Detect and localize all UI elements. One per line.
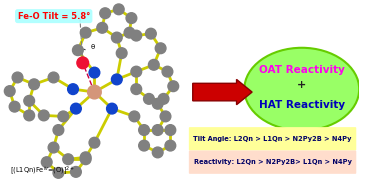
Circle shape xyxy=(53,125,64,135)
FancyBboxPatch shape xyxy=(189,150,356,174)
Circle shape xyxy=(38,110,49,121)
Circle shape xyxy=(160,111,171,122)
Circle shape xyxy=(131,66,142,77)
Circle shape xyxy=(113,4,124,15)
Circle shape xyxy=(155,43,166,54)
Circle shape xyxy=(80,152,91,163)
Circle shape xyxy=(68,84,78,94)
Circle shape xyxy=(162,66,173,77)
Circle shape xyxy=(63,154,73,165)
Circle shape xyxy=(48,72,59,83)
Ellipse shape xyxy=(244,48,359,131)
Text: [(L1Qn)Fe$^{iv}$=(O)]$^{2+}$: [(L1Qn)Fe$^{iv}$=(O)]$^{2+}$ xyxy=(10,164,75,177)
Circle shape xyxy=(107,103,117,114)
Text: HAT Reactivity: HAT Reactivity xyxy=(259,100,345,110)
Circle shape xyxy=(70,167,81,177)
Circle shape xyxy=(12,72,23,83)
Circle shape xyxy=(131,84,142,94)
FancyBboxPatch shape xyxy=(189,127,356,150)
Circle shape xyxy=(139,140,149,151)
Circle shape xyxy=(158,94,169,104)
Circle shape xyxy=(58,111,69,122)
Circle shape xyxy=(87,85,101,99)
Circle shape xyxy=(70,103,81,114)
Circle shape xyxy=(24,110,35,121)
Circle shape xyxy=(165,140,176,151)
Circle shape xyxy=(168,81,179,92)
Text: Fe-O Tilt = 5.8°: Fe-O Tilt = 5.8° xyxy=(17,12,90,21)
Circle shape xyxy=(152,98,163,109)
Text: OAT Reactivity: OAT Reactivity xyxy=(259,65,345,75)
Circle shape xyxy=(139,125,149,135)
Circle shape xyxy=(97,22,108,33)
Circle shape xyxy=(48,142,59,153)
Circle shape xyxy=(77,57,89,69)
Text: +: + xyxy=(297,80,306,90)
Text: θ: θ xyxy=(90,44,95,50)
FancyArrow shape xyxy=(193,79,252,105)
Circle shape xyxy=(41,157,52,167)
Circle shape xyxy=(80,154,91,165)
Circle shape xyxy=(9,101,20,112)
Circle shape xyxy=(80,27,91,38)
Circle shape xyxy=(165,125,176,135)
Circle shape xyxy=(145,28,156,39)
Circle shape xyxy=(111,74,122,85)
Circle shape xyxy=(53,167,64,178)
Circle shape xyxy=(124,27,135,38)
Circle shape xyxy=(126,13,137,23)
Circle shape xyxy=(152,125,163,135)
Circle shape xyxy=(73,45,83,56)
Circle shape xyxy=(129,111,140,122)
Circle shape xyxy=(148,60,159,70)
Text: Tilt Angle: L2Qn > L1Qn > N2Py2B > N4Py: Tilt Angle: L2Qn > L1Qn > N2Py2B > N4Py xyxy=(193,136,352,142)
Circle shape xyxy=(4,86,15,96)
Circle shape xyxy=(111,32,122,43)
Circle shape xyxy=(24,95,35,106)
Circle shape xyxy=(152,147,163,158)
Circle shape xyxy=(89,67,100,78)
Circle shape xyxy=(89,137,100,148)
Circle shape xyxy=(131,30,142,41)
Text: Reactivity: L2Qn > N2Py2B> L1Qn > N4Py: Reactivity: L2Qn > N2Py2B> L1Qn > N4Py xyxy=(194,159,352,165)
Circle shape xyxy=(116,48,127,58)
Circle shape xyxy=(29,79,39,90)
Circle shape xyxy=(144,94,154,104)
Circle shape xyxy=(100,8,110,19)
